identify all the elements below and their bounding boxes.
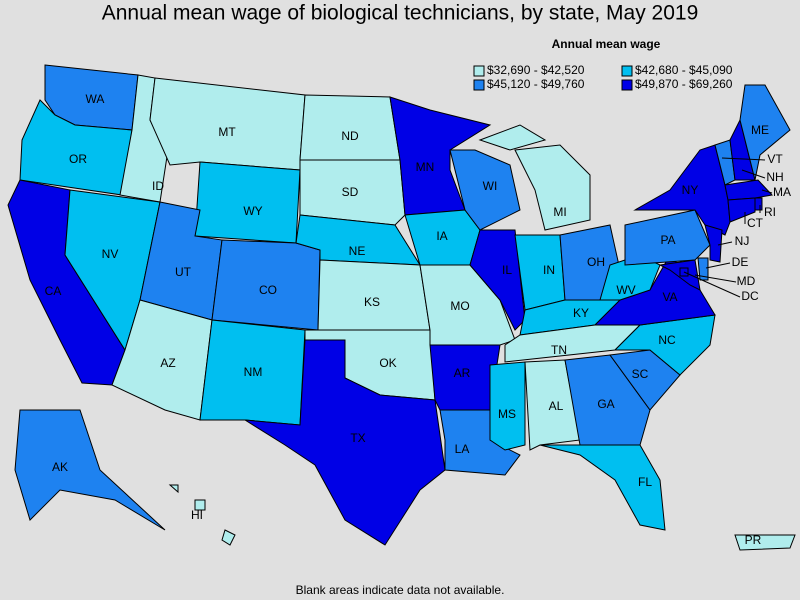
leader-line	[721, 157, 766, 161]
state-label: MS	[498, 407, 516, 421]
state-label: SC	[632, 367, 649, 381]
state-label: ME	[751, 123, 769, 137]
leader-line	[694, 274, 737, 283]
state-label: NJ	[735, 234, 750, 248]
state-shape	[539, 444, 666, 531]
state-label: DE	[732, 255, 749, 269]
legend-label: $32,690 - $42,520	[487, 63, 585, 77]
legend-title: Annual mean wage	[552, 37, 661, 51]
state-label: WV	[616, 283, 635, 297]
state-label: TN	[551, 343, 567, 357]
leader-line	[705, 262, 731, 269]
state-label: CT	[747, 216, 764, 230]
state-label: RI	[764, 205, 776, 219]
legend-swatch	[621, 79, 633, 91]
map-title: Annual mean wage of biological technicia…	[102, 2, 699, 25]
state-label: IA	[436, 229, 447, 243]
leader-line	[761, 189, 773, 194]
state-label: NY	[682, 183, 699, 197]
state-label: WA	[86, 92, 105, 106]
state-shape	[168, 484, 179, 494]
state-shape	[299, 159, 406, 226]
state-label: DC	[741, 289, 759, 303]
leader-line	[717, 241, 733, 246]
state-shape	[524, 359, 581, 451]
state-shape	[244, 339, 446, 546]
state-label: LA	[455, 442, 470, 456]
state-shape	[194, 161, 301, 244]
state-shape	[724, 179, 773, 201]
state-label: PR	[745, 533, 762, 547]
state-label: AK	[52, 460, 68, 474]
state-label: MN	[416, 160, 435, 174]
state-shape	[564, 354, 651, 446]
state-label: TX	[350, 431, 365, 445]
state-shape	[697, 257, 709, 281]
state-label: MO	[450, 299, 469, 313]
state-label: NH	[766, 170, 783, 184]
legend-label: $42,680 - $45,090	[635, 63, 733, 77]
state-label: ND	[341, 129, 359, 143]
states	[7, 64, 796, 551]
state-label: NC	[658, 333, 676, 347]
state-shape	[469, 229, 526, 331]
state-label: CA	[45, 284, 62, 298]
legend-label: $45,120 - $49,760	[487, 77, 585, 91]
state-label: NM	[244, 365, 263, 379]
state-label: UT	[175, 265, 192, 279]
state-shape	[489, 361, 526, 451]
state-label: CO	[259, 283, 277, 297]
state-shape	[754, 197, 763, 211]
legend-swatch	[473, 65, 485, 77]
leader-line	[741, 169, 766, 179]
state-label: MI	[553, 205, 566, 219]
state-shape	[478, 124, 547, 151]
state-shape	[727, 197, 756, 223]
state-label: NV	[102, 247, 119, 261]
state-label: HI	[191, 508, 203, 522]
state-label: MD	[737, 274, 756, 288]
state-label: NE	[349, 244, 366, 258]
state-shape	[221, 529, 236, 546]
state-label: IN	[543, 263, 555, 277]
state-label: VT	[767, 152, 783, 166]
legend-swatch	[473, 79, 485, 91]
state-shape	[704, 224, 723, 263]
legend-swatch	[621, 65, 633, 77]
state-shape	[514, 144, 591, 231]
state-label: VA	[662, 290, 677, 304]
state-label: FL	[638, 475, 652, 489]
state-label: WI	[483, 179, 498, 193]
state-label: KY	[573, 306, 589, 320]
legend-label: $49,870 - $69,260	[635, 77, 733, 91]
note: Blank areas indicate data not available.	[296, 583, 505, 597]
state-shape	[449, 149, 521, 231]
state-label: IL	[502, 263, 512, 277]
state-label: KS	[364, 295, 380, 309]
state-label: SD	[342, 185, 359, 199]
state-shape	[389, 96, 492, 216]
state-labels: WA OR CA NV ID MT WY UT CO AZ NM ND SD NE KS OK TX MN IA MO…	[45, 92, 791, 547]
state-label: ID	[152, 179, 164, 193]
state-shape	[734, 534, 796, 551]
leader-line	[683, 271, 741, 298]
state-label: AR	[454, 366, 471, 380]
state-label: GA	[597, 397, 614, 411]
state-shape	[299, 94, 401, 161]
state-label: MT	[218, 125, 236, 139]
state-label: MA	[773, 185, 791, 199]
state-label: AL	[549, 399, 564, 413]
state-shape	[149, 77, 306, 171]
state-label: WY	[243, 204, 262, 218]
state-shape	[624, 209, 711, 266]
state-label: OH	[587, 255, 605, 269]
state-label: OR	[69, 152, 87, 166]
state-label: OK	[379, 356, 396, 370]
state-label: PA	[660, 233, 675, 247]
legend: $32,690 - $42,520 $42,680 - $45,090 $45,12…	[473, 63, 733, 91]
state-label: AZ	[160, 356, 175, 370]
state-shape	[14, 409, 166, 531]
state-shape	[194, 499, 206, 511]
